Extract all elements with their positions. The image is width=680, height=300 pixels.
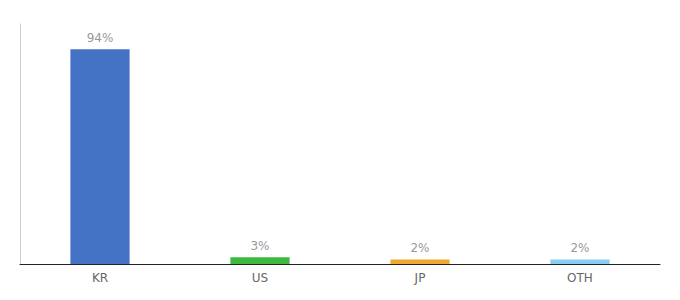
svg-text:US: US xyxy=(252,271,268,285)
svg-text:JP: JP xyxy=(414,271,426,285)
svg-text:KR: KR xyxy=(92,271,108,285)
svg-text:94%: 94% xyxy=(87,31,114,45)
svg-text:2%: 2% xyxy=(410,241,429,255)
svg-text:OTH: OTH xyxy=(567,271,593,285)
svg-text:3%: 3% xyxy=(250,239,269,253)
svg-text:2%: 2% xyxy=(570,241,589,255)
